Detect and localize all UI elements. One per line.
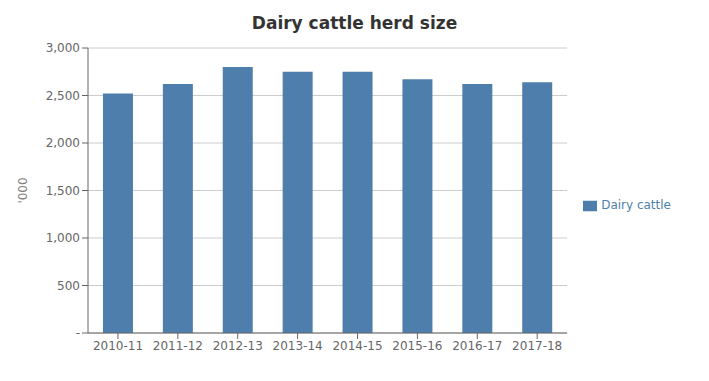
svg-text:2017-18: 2017-18 — [512, 339, 562, 353]
svg-text:2013-14: 2013-14 — [273, 339, 323, 353]
svg-text:2,000: 2,000 — [46, 136, 80, 150]
svg-text:2016-17: 2016-17 — [452, 339, 502, 353]
svg-text:2015-16: 2015-16 — [392, 339, 442, 353]
svg-text:2012-13: 2012-13 — [213, 339, 263, 353]
svg-text:3,000: 3,000 — [46, 41, 80, 55]
svg-text:2010-11: 2010-11 — [93, 339, 143, 353]
svg-text:1,000: 1,000 — [46, 231, 80, 245]
html-text:Dairy cattle herd size: Dairy cattle herd size — [251, 13, 458, 33]
svg-text:2,500: 2,500 — [46, 89, 80, 103]
svg-text:500: 500 — [57, 279, 80, 293]
svg-text:1,500: 1,500 — [46, 184, 80, 198]
svg-text:'000: '000 — [16, 177, 30, 203]
svg-text:2011-12: 2011-12 — [153, 339, 203, 353]
svg-text:-: - — [76, 326, 80, 340]
svg-text:2014-15: 2014-15 — [332, 339, 382, 353]
html-text:Dairy cattle: Dairy cattle — [601, 198, 671, 213]
